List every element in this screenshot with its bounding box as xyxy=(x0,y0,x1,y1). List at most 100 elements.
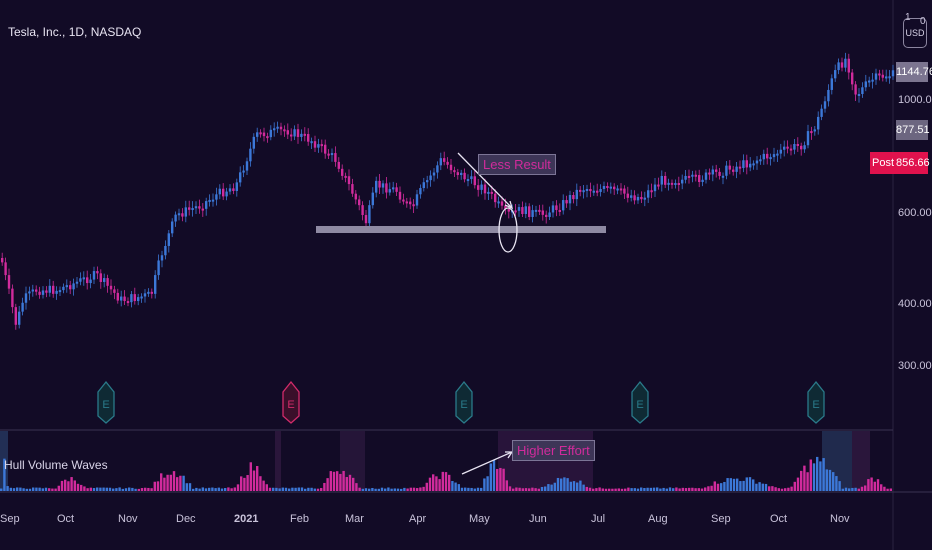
volume-bar xyxy=(220,488,224,491)
volume-bar xyxy=(102,487,105,491)
volume-bar xyxy=(857,488,860,491)
candle xyxy=(426,180,429,183)
candle xyxy=(711,169,714,175)
earnings-marker[interactable]: E xyxy=(455,380,473,424)
candle xyxy=(609,186,612,189)
candle xyxy=(443,158,446,162)
volume-bar xyxy=(38,487,41,491)
earnings-marker[interactable]: E xyxy=(807,380,825,424)
time-tick: Nov xyxy=(830,513,850,525)
volume-bar xyxy=(163,477,166,491)
candle xyxy=(7,275,11,289)
candle xyxy=(813,129,816,132)
volume-bar xyxy=(774,487,777,491)
candle xyxy=(218,188,221,195)
volume-bar xyxy=(108,487,112,491)
volume-bar xyxy=(627,487,630,491)
volume-bar xyxy=(576,482,579,491)
volume-bar xyxy=(185,483,188,491)
candle xyxy=(725,165,728,176)
candle xyxy=(313,141,317,148)
candle xyxy=(14,307,17,325)
candle xyxy=(191,208,194,211)
candle xyxy=(674,182,677,185)
candle xyxy=(762,153,765,160)
volume-bar xyxy=(704,487,707,491)
candle xyxy=(772,154,776,158)
candle xyxy=(704,172,708,180)
candle xyxy=(215,194,218,200)
candle xyxy=(89,279,92,284)
volume-bar xyxy=(259,476,262,491)
volume-bar xyxy=(300,487,304,491)
volume-bar xyxy=(828,469,832,491)
volume-bar xyxy=(656,487,659,491)
currency-button[interactable]: USD xyxy=(903,18,927,48)
candle xyxy=(368,205,371,224)
volume-bar xyxy=(374,488,377,491)
earnings-marker[interactable]: E xyxy=(282,380,300,424)
support-zone xyxy=(316,226,606,233)
volume-bar xyxy=(336,471,339,491)
highlight-circle xyxy=(498,207,518,253)
candle xyxy=(143,293,147,297)
price-tick: 600.00 xyxy=(898,207,932,219)
annotation-arrow xyxy=(461,451,513,475)
volume-bar xyxy=(438,479,441,491)
volume-bar xyxy=(883,486,886,491)
earnings-marker[interactable]: E xyxy=(97,380,115,424)
volume-bar xyxy=(800,470,803,491)
candle xyxy=(48,285,51,293)
annotation-less-result: Less Result xyxy=(478,154,556,175)
volume-bar xyxy=(620,488,624,491)
candle xyxy=(86,277,89,284)
volume-bar xyxy=(748,477,752,491)
scale-digit: 0 xyxy=(920,16,926,27)
candle xyxy=(160,255,164,261)
candle xyxy=(409,201,412,205)
volume-bar xyxy=(364,488,368,491)
volume-bar xyxy=(323,482,326,491)
volume-bar xyxy=(547,484,550,491)
candle xyxy=(793,143,796,150)
volume-bar xyxy=(182,475,185,491)
volume-bar xyxy=(243,477,246,491)
time-tick: Mar xyxy=(345,513,364,525)
volume-bar xyxy=(665,488,668,491)
candle xyxy=(334,153,337,162)
candle xyxy=(55,290,58,294)
candle xyxy=(684,175,687,180)
volume-bar xyxy=(720,483,723,491)
volume-bar xyxy=(809,459,812,491)
volume-bar xyxy=(534,488,537,491)
candle xyxy=(477,185,480,190)
volume-bar xyxy=(54,488,57,491)
candle xyxy=(147,291,150,294)
candle xyxy=(507,209,510,212)
post-market-price: 856.66 xyxy=(896,152,930,174)
volume-bar xyxy=(553,482,556,491)
volume-bar xyxy=(777,488,780,491)
volume-bar xyxy=(880,484,883,491)
volume-bar xyxy=(886,488,889,491)
volume-bar xyxy=(390,488,393,491)
candle xyxy=(555,205,558,210)
earnings-marker[interactable]: E xyxy=(631,380,649,424)
candle xyxy=(568,195,572,204)
candle xyxy=(171,221,174,234)
svg-text:E: E xyxy=(812,399,819,411)
candle xyxy=(861,87,864,94)
volume-bar xyxy=(16,487,19,491)
volume-bar xyxy=(432,474,435,491)
candle xyxy=(660,175,663,185)
candle xyxy=(317,144,320,148)
candle xyxy=(636,196,640,201)
volume-bar xyxy=(329,471,332,491)
candle xyxy=(123,296,126,302)
candle xyxy=(558,209,561,212)
candle xyxy=(358,199,361,206)
volume-bar xyxy=(25,488,28,491)
candle xyxy=(759,159,762,162)
volume-bar xyxy=(470,487,473,491)
